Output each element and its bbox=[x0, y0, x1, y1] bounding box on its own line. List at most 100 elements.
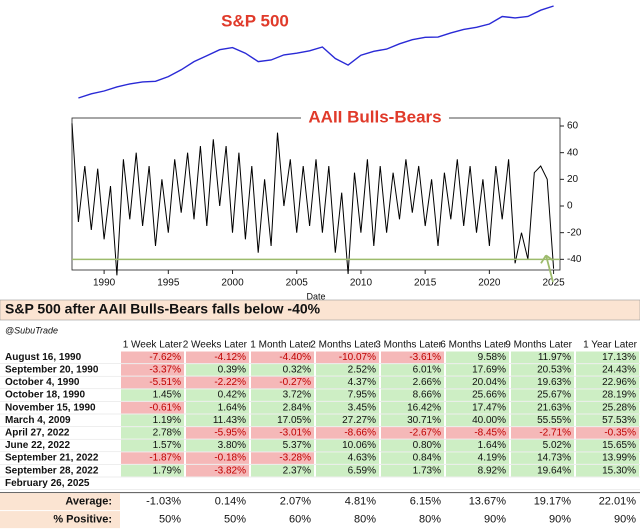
cell-value: -3.01% bbox=[279, 428, 311, 439]
cell-background bbox=[511, 414, 574, 427]
cell-background bbox=[186, 464, 249, 477]
cell-value: 11.97% bbox=[538, 352, 571, 363]
cell-background bbox=[251, 401, 314, 414]
cell-background bbox=[251, 452, 314, 464]
cell-value: -3.37% bbox=[149, 365, 181, 376]
summary-value: 80% bbox=[419, 514, 441, 526]
cell-background bbox=[576, 464, 639, 477]
summary-value: 50% bbox=[224, 514, 246, 526]
cell-value: 7.95% bbox=[348, 390, 376, 401]
cell-value: 1.57% bbox=[153, 440, 181, 451]
cell-value: -0.61% bbox=[149, 402, 181, 413]
row-label: September 21, 2022 bbox=[5, 453, 99, 464]
column-header: 1 Month Later bbox=[250, 340, 312, 351]
cell-value: 40.00% bbox=[472, 415, 506, 426]
cell-value: 15.65% bbox=[602, 440, 636, 451]
summary-value: 90% bbox=[484, 514, 506, 526]
cell-value: -2.71% bbox=[539, 428, 571, 439]
cell-value: -8.45% bbox=[474, 428, 506, 439]
cell-background bbox=[186, 351, 249, 364]
cell-background bbox=[576, 364, 639, 376]
cell-background bbox=[381, 414, 444, 427]
cell-value: 1.64% bbox=[218, 402, 246, 413]
cell-background bbox=[381, 364, 444, 376]
x-tick-label: 2025 bbox=[542, 278, 565, 289]
y-tick-label: 40 bbox=[567, 147, 579, 158]
summary-value: 6.15% bbox=[410, 496, 441, 508]
cell-background bbox=[576, 389, 639, 401]
summary-label-cell bbox=[0, 493, 120, 511]
cell-background bbox=[576, 439, 639, 452]
cell-background bbox=[576, 427, 639, 439]
cell-background bbox=[316, 401, 379, 414]
table-header-band bbox=[0, 299, 640, 321]
cell-value: 19.63% bbox=[537, 377, 571, 388]
cell-value: 0.42% bbox=[218, 390, 246, 401]
row-label: September 28, 2022 bbox=[5, 465, 99, 476]
cell-background bbox=[511, 376, 574, 389]
y-tick-label: 60 bbox=[567, 121, 579, 132]
cell-background bbox=[511, 427, 574, 439]
cell-background bbox=[576, 376, 639, 389]
cell-background bbox=[186, 427, 249, 439]
cell-background bbox=[121, 427, 184, 439]
cell-value: 16.42% bbox=[407, 402, 441, 413]
x-tick-label: 2005 bbox=[286, 278, 309, 289]
cell-value: -4.12% bbox=[214, 352, 246, 363]
title-background bbox=[301, 108, 449, 128]
cell-value: 25.28% bbox=[602, 402, 636, 413]
cell-background bbox=[121, 389, 184, 401]
cell-background bbox=[446, 464, 509, 477]
cell-background bbox=[511, 351, 574, 364]
cell-background bbox=[576, 401, 639, 414]
cell-background bbox=[186, 439, 249, 452]
cell-value: 17.13% bbox=[602, 352, 636, 363]
cell-background bbox=[251, 389, 314, 401]
cell-background bbox=[316, 364, 379, 376]
x-tick-label: 2015 bbox=[414, 278, 437, 289]
cell-background bbox=[251, 376, 314, 389]
column-header: 1 Year Later bbox=[583, 340, 638, 351]
chart-title: AAII Bulls-Bears bbox=[308, 107, 441, 126]
cell-background bbox=[121, 401, 184, 414]
row-label: October 4, 1990 bbox=[5, 377, 80, 388]
cell-value: -0.35% bbox=[604, 428, 636, 439]
row-label: October 18, 1990 bbox=[5, 390, 85, 401]
table-author: @SubuTrade bbox=[5, 325, 58, 335]
summary-label-cell bbox=[0, 511, 120, 529]
cell-value: -2.67% bbox=[409, 428, 441, 439]
cell-background bbox=[511, 464, 574, 477]
cell-background bbox=[446, 389, 509, 401]
cell-value: 0.84% bbox=[413, 453, 441, 464]
summary-value: 50% bbox=[159, 514, 181, 526]
cell-value: -5.51% bbox=[149, 377, 181, 388]
cell-value: 4.37% bbox=[348, 377, 376, 388]
table-title: S&P 500 after AAII Bulls-Bears falls bel… bbox=[5, 301, 321, 317]
x-tick-label: 2020 bbox=[478, 278, 501, 289]
cell-value: 2.37% bbox=[283, 465, 311, 476]
cell-background bbox=[576, 414, 639, 427]
summary-value: 90% bbox=[614, 514, 636, 526]
cell-background bbox=[186, 389, 249, 401]
cell-background bbox=[316, 376, 379, 389]
cell-background bbox=[121, 351, 184, 364]
cell-value: 14.73% bbox=[537, 453, 571, 464]
y-tick-label: 20 bbox=[567, 174, 579, 185]
row-label: March 4, 2009 bbox=[5, 415, 71, 426]
cell-background bbox=[251, 364, 314, 376]
cell-background bbox=[251, 351, 314, 364]
summary-value: 19.17% bbox=[534, 496, 572, 508]
summary-value: 60% bbox=[289, 514, 311, 526]
cell-background bbox=[381, 389, 444, 401]
cell-value: 0.32% bbox=[283, 365, 311, 376]
cell-background bbox=[381, 439, 444, 452]
summary-value: 80% bbox=[354, 514, 376, 526]
x-tick-label: 1990 bbox=[93, 278, 116, 289]
summary-value: 0.14% bbox=[215, 496, 246, 508]
cell-value: 2.66% bbox=[413, 377, 441, 388]
row-label: June 22, 2022 bbox=[5, 440, 70, 451]
y-tick-label: 0 bbox=[567, 201, 573, 212]
cell-background bbox=[381, 351, 444, 364]
cell-value: 5.02% bbox=[543, 440, 571, 451]
